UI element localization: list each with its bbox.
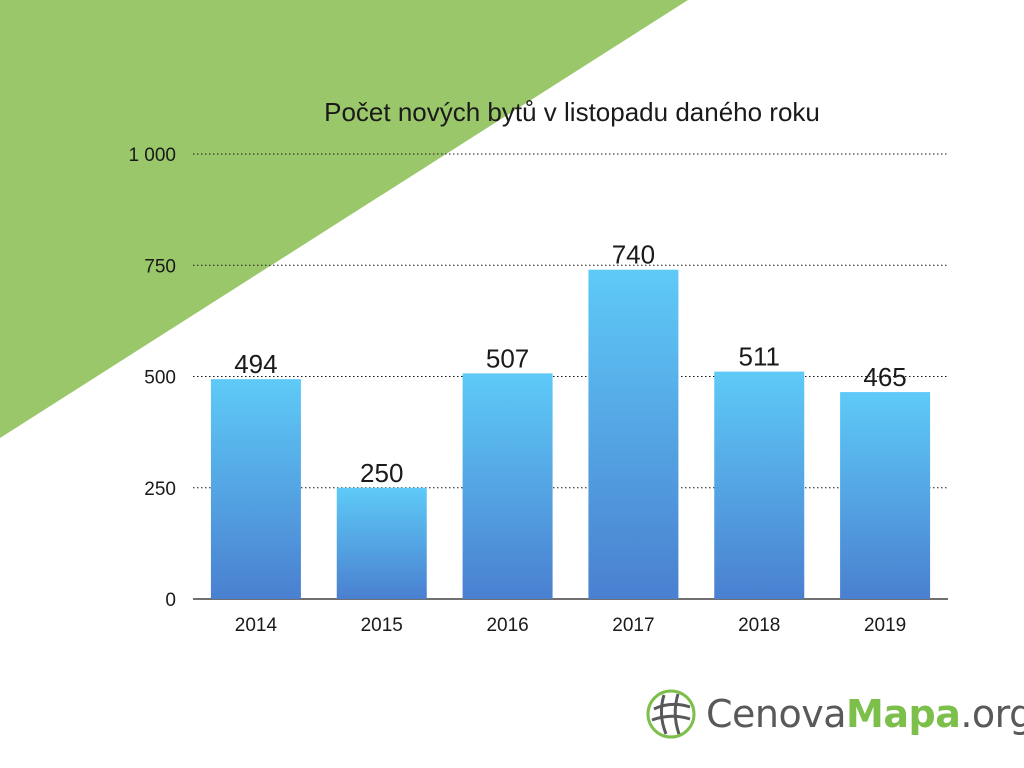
bar-2019 [840, 392, 931, 599]
bar-2014 [210, 379, 301, 599]
data-label: 740 [612, 240, 655, 270]
bar-2018 [714, 371, 805, 599]
bar-2015 [336, 487, 427, 599]
bar-2016 [462, 373, 553, 599]
x-tick-label: 2016 [486, 615, 528, 636]
x-tick-label: 2017 [612, 615, 654, 636]
logo-text-cenova: Cenova [706, 692, 847, 736]
x-tick-label: 2014 [235, 615, 278, 636]
x-tick-label: 2018 [738, 615, 780, 636]
y-tick-label: 500 [144, 368, 176, 389]
x-tick-label: 2015 [361, 615, 403, 636]
data-label: 511 [739, 342, 780, 372]
y-tick-label: 1 000 [128, 145, 176, 166]
y-tick-label: 250 [144, 479, 176, 500]
y-tick-label: 0 [165, 590, 176, 611]
cenovamapa-logo: CenovaMapa.org [644, 684, 1024, 744]
data-label: 250 [360, 458, 403, 488]
data-label: 494 [234, 349, 277, 379]
bar-2017 [588, 269, 679, 599]
y-tick-label: 750 [144, 256, 176, 277]
data-label: 507 [486, 343, 529, 373]
globe-grid-icon [646, 689, 696, 739]
logo-text-mapa: Mapa [846, 692, 961, 736]
chart-title: Počet nových bytů v listopadu daného rok… [324, 97, 820, 127]
logo-wordmark: CenovaMapa.org [706, 692, 1024, 736]
x-tick-label: 2019 [864, 615, 906, 636]
logo-text-org: .org [960, 692, 1024, 736]
data-label: 465 [863, 362, 906, 392]
